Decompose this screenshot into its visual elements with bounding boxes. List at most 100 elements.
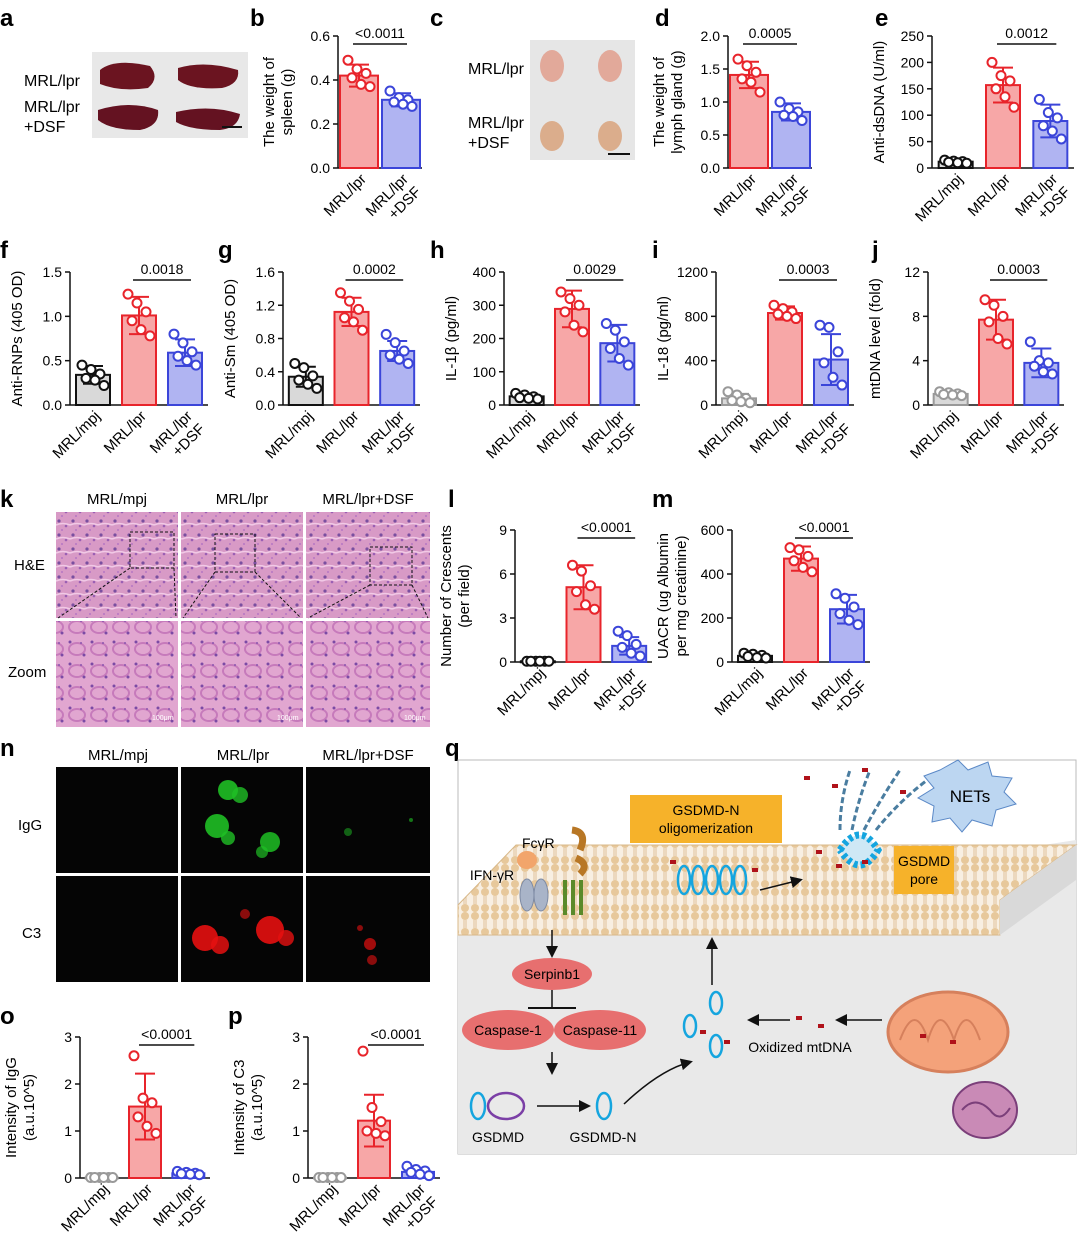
y-tick-label: 0 bbox=[916, 160, 924, 176]
data-point bbox=[744, 397, 756, 409]
x-tick-label: MRL/lpr+DSF bbox=[579, 408, 641, 470]
x-tick-label-line: MRL/mpj bbox=[286, 1181, 340, 1235]
y-tick-label: 200 bbox=[473, 331, 497, 347]
data-point bbox=[361, 1125, 373, 1137]
data-point bbox=[523, 392, 535, 404]
y-axis-label-line: Number of Crescents bbox=[438, 525, 455, 667]
net-strands bbox=[838, 769, 931, 831]
x-tick-label: MRL/lpr+DSF bbox=[147, 408, 209, 470]
panel-label-i: i bbox=[652, 237, 659, 264]
panel-k-row-2: Zoom bbox=[8, 664, 46, 681]
data-point bbox=[609, 324, 621, 336]
data-point bbox=[990, 83, 1002, 95]
y-tick-label: 0 bbox=[912, 397, 920, 413]
data-point bbox=[768, 299, 780, 311]
data-point bbox=[380, 328, 392, 340]
data-point bbox=[630, 638, 642, 650]
data-point bbox=[956, 390, 968, 402]
data-point bbox=[843, 614, 855, 626]
y-axis-label-line: The weight of bbox=[651, 56, 668, 147]
y-axis-label: The weight ofspleen (g) bbox=[261, 56, 296, 147]
data-point bbox=[1051, 112, 1063, 124]
y-tick-label: 600 bbox=[701, 522, 725, 538]
data-point bbox=[131, 297, 143, 309]
panel-label-n: n bbox=[0, 735, 15, 762]
data-point bbox=[568, 319, 580, 331]
significance-label: 0.0012 bbox=[1005, 25, 1048, 41]
data-point bbox=[342, 54, 354, 66]
y-tick-label: 0.8 bbox=[256, 331, 276, 347]
y-tick-label: 1200 bbox=[677, 264, 708, 280]
y-axis-label-line: per mg creatinine) bbox=[673, 536, 690, 657]
panel-label-e: e bbox=[875, 5, 888, 32]
data-point bbox=[577, 326, 589, 338]
damaged-mitochondrion bbox=[952, 1081, 1018, 1139]
significance-label: 0.0005 bbox=[749, 25, 792, 41]
data-point bbox=[293, 374, 305, 386]
data-point bbox=[589, 603, 600, 615]
x-tick-label: MRL/lpr bbox=[763, 665, 812, 714]
damaged-mitochondrion-detail bbox=[961, 1101, 1011, 1118]
data-point bbox=[793, 544, 805, 556]
data-point bbox=[366, 1102, 378, 1113]
x-tick-label: MRL/lpr+DSF bbox=[793, 408, 855, 470]
y-axis-label: IL-1β (pg/ml) bbox=[443, 296, 460, 381]
chart-l: 0 3 6 9 Number of Crescents(per field) MRL/mp… bbox=[438, 519, 653, 727]
x-tick-label-line: MRL/mpj bbox=[483, 408, 537, 462]
y-axis-label-line: (a.u.10^5) bbox=[249, 1074, 266, 1141]
panel-label-h: h bbox=[430, 237, 445, 264]
panel-q-diagram: NETs GSDMD-N oligomerization GSDMD pore … bbox=[457, 759, 1078, 1155]
data-point bbox=[806, 566, 818, 578]
y-axis-label-line: The weight of bbox=[261, 56, 278, 147]
y-tick-label: 6 bbox=[499, 566, 507, 582]
zoom-image-dsf bbox=[306, 621, 430, 727]
zoom-image-lpr bbox=[181, 621, 303, 727]
data-point bbox=[122, 288, 134, 300]
y-tick-label: 0.5 bbox=[701, 127, 721, 143]
arrow bbox=[759, 876, 803, 891]
c3-signal bbox=[192, 909, 377, 965]
data-point bbox=[76, 359, 88, 371]
if-c3-dsf bbox=[306, 876, 430, 982]
data-point bbox=[797, 561, 809, 573]
y-axis-label: Anti-Sm (405 OD) bbox=[222, 279, 239, 398]
x-tick-label: MRL/lpr+DSF bbox=[591, 665, 653, 727]
chart-b: 0.0 0.2 0.4 0.6 The weight ofspleen (g) MRL/l… bbox=[261, 25, 425, 223]
panel-c-row-2-line-1: MRL/lpr bbox=[468, 115, 525, 132]
spleen-image bbox=[176, 108, 240, 130]
gsdmd-label: GSDMD bbox=[472, 1129, 524, 1145]
y-tick-label: 0.0 bbox=[43, 397, 63, 413]
y-tick-label: 2 bbox=[64, 1076, 72, 1092]
data-point bbox=[790, 313, 802, 325]
data-point bbox=[848, 601, 860, 613]
data-point bbox=[344, 295, 355, 307]
arrow bbox=[623, 1058, 693, 1105]
scale-label: 100μm bbox=[152, 715, 174, 722]
data-point bbox=[621, 630, 633, 642]
panel-a-row-2-line-2: +DSF bbox=[24, 119, 66, 136]
y-tick-label: 3 bbox=[499, 610, 507, 626]
panel-k-col-1: MRL/mpj bbox=[87, 491, 147, 508]
data-point bbox=[375, 1116, 387, 1128]
immune-complex bbox=[571, 826, 588, 877]
data-point bbox=[986, 56, 998, 68]
y-tick-label: 1 bbox=[64, 1123, 72, 1139]
data-point bbox=[787, 111, 799, 123]
gsdmd-c-domain bbox=[486, 1091, 526, 1121]
y-tick-label: 1.6 bbox=[256, 264, 276, 280]
data-point bbox=[622, 359, 634, 371]
y-axis-label-line: (per field) bbox=[456, 564, 473, 627]
data-point bbox=[107, 1172, 119, 1184]
y-axis-label-line: spleen (g) bbox=[279, 69, 296, 136]
y-axis-label: The weight oflymph gland (g) bbox=[651, 50, 686, 153]
panel-a-row-1: MRL/lpr bbox=[24, 73, 81, 90]
zoom-box bbox=[129, 531, 175, 569]
panel-k-col-3: MRL/lpr+DSF bbox=[322, 491, 413, 508]
mitochondrion bbox=[886, 990, 1010, 1074]
lymph-node-image bbox=[598, 50, 622, 82]
x-tick-label: MRL/lpr bbox=[313, 408, 362, 457]
pore-box bbox=[894, 846, 954, 894]
